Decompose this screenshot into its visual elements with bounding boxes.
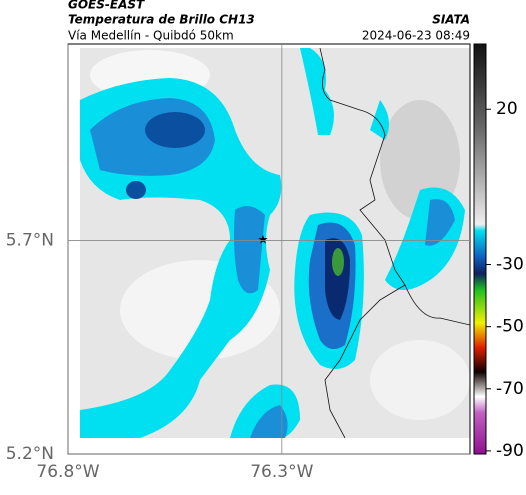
colorbar — [473, 43, 487, 455]
colorbar-tick-label: -50 — [496, 317, 524, 337]
x-tick-label: 76.3°W — [250, 462, 313, 482]
y-tick-label: 5.2°N — [6, 444, 54, 464]
colorbar-tick-label: -90 — [496, 441, 524, 461]
y-tick-label: 5.7°N — [6, 230, 54, 250]
svg-text:★: ★ — [258, 233, 269, 247]
timestamp: 2024-06-23 08:49 — [362, 29, 470, 43]
x-tick-label: 76.8°W — [36, 462, 99, 482]
colorbar-tick-label: -30 — [496, 255, 524, 275]
route: Vía Medellín - Quibdó 50km — [68, 29, 234, 43]
colorbar-tick-label: 20 — [496, 99, 518, 119]
satellite-image: ★ — [80, 48, 470, 438]
axes: 76.8°W 76.3°W 5.2°N 5.7°N 20 -30 -50 -70 -90 — [6, 44, 524, 482]
subtitle: Temperatura de Brillo CH13 — [68, 13, 255, 27]
colorbar-tick-label: -70 — [496, 379, 524, 399]
source: SIATA — [432, 13, 470, 27]
title: GOES-EAST — [68, 0, 145, 12]
